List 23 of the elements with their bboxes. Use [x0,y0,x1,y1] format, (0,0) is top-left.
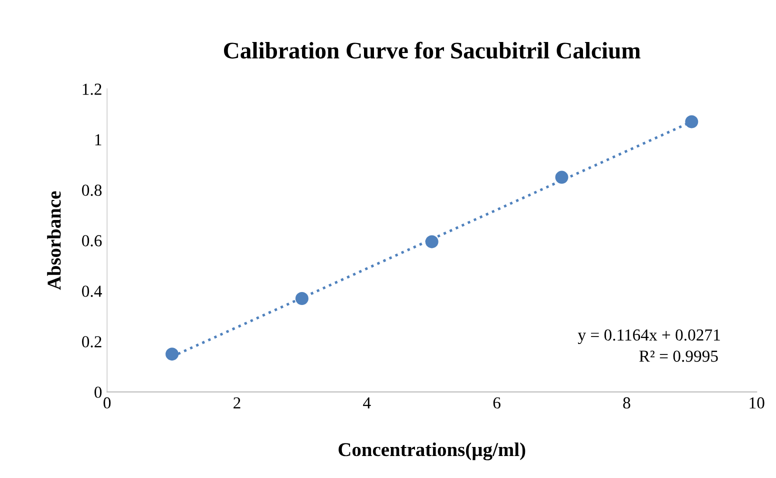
y-tick-label: 0.4 [82,286,102,297]
x-tick-label: 6 [493,397,500,409]
x-axis-title: Concentrations(µg/ml) [338,442,526,460]
y-tick-label: 1 [95,134,102,146]
point [166,348,179,361]
y-tick-label: 0 [94,386,102,398]
x-tick-label: 2 [234,397,240,408]
x-tick-label: 4 [363,397,371,408]
chart-title: Calibration Curve for Sacubitril Calcium [224,42,640,59]
annotation: y = 0.1164x + 0.0271 [578,329,720,344]
point [555,170,568,184]
x-tick-label: 8 [623,397,630,409]
y-tick-label: 0.2 [82,336,102,348]
point [685,115,698,128]
x-tick-label: 10 [750,397,764,409]
point [425,235,438,248]
x-tick-label: 0 [104,397,111,409]
y-tick-label: 1.2 [82,84,102,95]
y-tick-label: 0.6 [82,235,102,246]
point [295,292,308,306]
annotation: R² = 0.9995 [639,350,718,362]
y-axis-title: Absorbance [47,191,61,290]
y-tick-label: 0.8 [82,184,102,196]
